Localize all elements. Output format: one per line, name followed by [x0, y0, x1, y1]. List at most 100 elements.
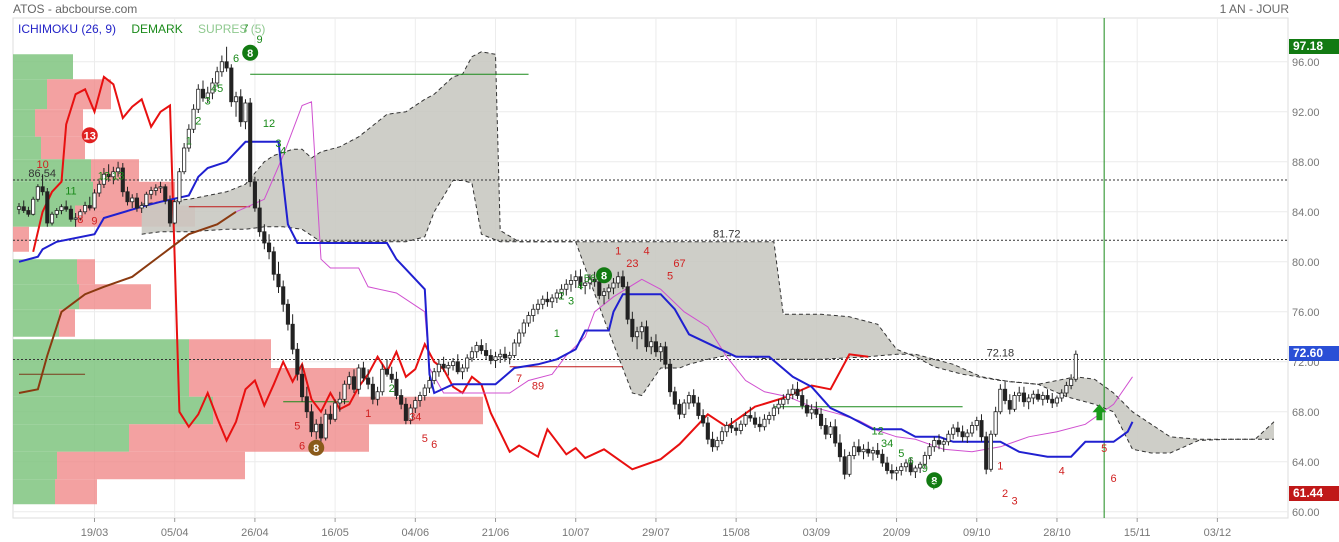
level-label: 72.18 — [987, 348, 1015, 360]
candle — [351, 369, 357, 393]
candle-body — [318, 423, 324, 439]
candle-body — [64, 206, 69, 210]
candle — [149, 186, 154, 200]
candle-body — [880, 453, 885, 464]
candle — [984, 431, 989, 475]
candle-body — [182, 147, 187, 173]
candle-body — [488, 355, 493, 361]
candle — [92, 189, 97, 211]
demark-count: 89 — [532, 380, 544, 392]
x-tick-label: 26/04 — [241, 527, 269, 539]
demark-count: 1 — [615, 245, 621, 257]
candle-body — [328, 413, 333, 420]
candle-body — [394, 378, 399, 396]
candle — [885, 456, 890, 475]
candle — [545, 291, 550, 307]
candle — [446, 361, 451, 376]
candle-body — [889, 470, 894, 474]
candle-body — [172, 201, 177, 224]
demark-count: 11 — [65, 185, 76, 197]
candle-body — [432, 371, 437, 381]
supres-resistance-zone — [189, 339, 271, 368]
demark-count: 67 — [673, 258, 685, 270]
candle — [186, 124, 191, 152]
candle — [710, 431, 715, 452]
candle-body — [1017, 392, 1022, 396]
candle — [785, 389, 791, 405]
candle-body — [960, 431, 965, 438]
candle — [1007, 394, 1012, 415]
demark-badge-label: 13 — [84, 130, 96, 142]
candle — [649, 336, 654, 355]
candle-body — [422, 387, 427, 396]
candle — [880, 449, 885, 467]
supres-resistance-zone — [35, 109, 83, 137]
candle — [493, 351, 498, 368]
candle-body — [653, 341, 658, 353]
supres-resistance-zone — [41, 136, 85, 160]
candle-body — [163, 186, 168, 201]
candle — [337, 391, 342, 412]
candle-body — [474, 345, 479, 353]
candle — [748, 406, 753, 422]
demark-badge — [242, 44, 259, 61]
candle — [295, 343, 300, 381]
candle-body — [682, 402, 687, 415]
candle — [705, 416, 710, 445]
supres-resistance-zone — [77, 259, 95, 285]
candle-body — [955, 427, 960, 433]
candle-body — [771, 407, 776, 416]
candle — [153, 184, 158, 196]
candle — [672, 386, 677, 410]
candle-body — [205, 92, 210, 99]
candle-body — [1031, 393, 1036, 399]
demark-count: 1 — [186, 135, 192, 147]
candle — [422, 384, 427, 401]
candle-body — [630, 318, 635, 338]
demark-count: 23 — [626, 258, 638, 270]
candle-body — [130, 197, 135, 203]
supres-resistance-zone — [129, 424, 369, 452]
candle-body — [229, 67, 234, 103]
candle — [54, 208, 59, 218]
candle-body — [290, 323, 295, 350]
candle-body — [663, 346, 668, 365]
candle — [182, 143, 187, 175]
candle-body — [1054, 397, 1060, 404]
candle-body — [370, 383, 375, 400]
candle — [380, 364, 385, 396]
candle — [512, 339, 517, 358]
y-tick-label: 96.00 — [1292, 57, 1320, 69]
candle-body — [705, 422, 710, 440]
candle-body — [795, 388, 800, 396]
candle-body — [649, 341, 654, 348]
candle-body — [677, 403, 682, 415]
candle-body — [460, 367, 465, 373]
period-label[interactable]: 1 AN - JOUR — [1219, 2, 1289, 16]
candle-body — [97, 183, 102, 194]
candle — [436, 359, 441, 377]
candle-body — [587, 278, 592, 284]
candle — [922, 451, 927, 468]
candle-body — [885, 462, 890, 471]
supres-support-zone — [13, 396, 213, 425]
demark-count: 4 — [1059, 465, 1065, 477]
x-tick-label: 10/07 — [562, 527, 590, 539]
x-tick-label: 29/07 — [642, 527, 670, 539]
candle — [715, 436, 720, 451]
candle — [833, 419, 838, 447]
candle-body — [59, 206, 64, 211]
candle-body — [1003, 388, 1008, 401]
candle — [800, 389, 805, 410]
candle — [639, 321, 644, 340]
candle — [130, 194, 135, 208]
candle — [290, 314, 295, 355]
candle-body — [191, 108, 196, 130]
candle — [691, 389, 696, 407]
candle — [620, 270, 625, 290]
candle — [281, 280, 286, 312]
candle-body — [389, 373, 394, 380]
candle-body — [252, 181, 257, 209]
candle-body — [597, 281, 602, 296]
candle-body — [243, 102, 248, 123]
